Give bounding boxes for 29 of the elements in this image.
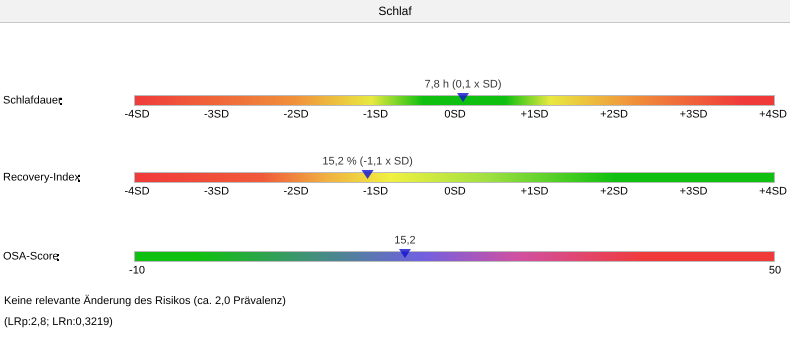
- text: (LRp:2,8; LRn:0,3219): [4, 315, 114, 330]
- x-tick-label: +2SD: [600, 108, 628, 120]
- x-tick-label: -2SD: [283, 186, 309, 198]
- x-tick-label: 0SD: [444, 108, 466, 120]
- x-tick-label: +3SD: [680, 186, 708, 198]
- x-tick-label: +4SD: [759, 186, 788, 198]
- data-label: 15,2 % (-1,1 x SD): [322, 156, 413, 168]
- x-tick-label: -3SD: [204, 186, 230, 198]
- x-tick-label: 50: [768, 264, 782, 276]
- x-tick-label: +4SD: [759, 108, 788, 120]
- x-tick-label: +3SD: [680, 108, 708, 120]
- x-tick-label: -10: [129, 264, 145, 276]
- x-tick-label: +2SD: [600, 186, 628, 198]
- data-label: 15,2: [394, 234, 416, 246]
- y-tick-label: Schlafdauer: [3, 94, 62, 106]
- x-tick-label: 0SD: [444, 186, 466, 198]
- x-tick-label: +1SD: [520, 186, 549, 198]
- chart-title: Schlaf: [0, 0, 790, 23]
- x-tick-label: -2SD: [283, 108, 309, 120]
- x-tick-label: -1SD: [363, 108, 388, 120]
- x-tick-label: -4SD: [124, 108, 150, 120]
- x-tick-label: -3SD: [204, 108, 230, 120]
- x-tick-label: -4SD: [124, 186, 150, 198]
- y-tick-label: Recovery-Index: [3, 172, 81, 184]
- text: Keine relevante Änderung des Risikos (ca. 2,0 Prävalenz): [4, 294, 286, 309]
- data-label: 7,8 h (0,1 x SD): [424, 78, 502, 90]
- x-tick-label: -1SD: [363, 186, 388, 198]
- y-tick-label: OSA-Score: [3, 250, 59, 262]
- x-tick-label: +1SD: [520, 108, 549, 120]
